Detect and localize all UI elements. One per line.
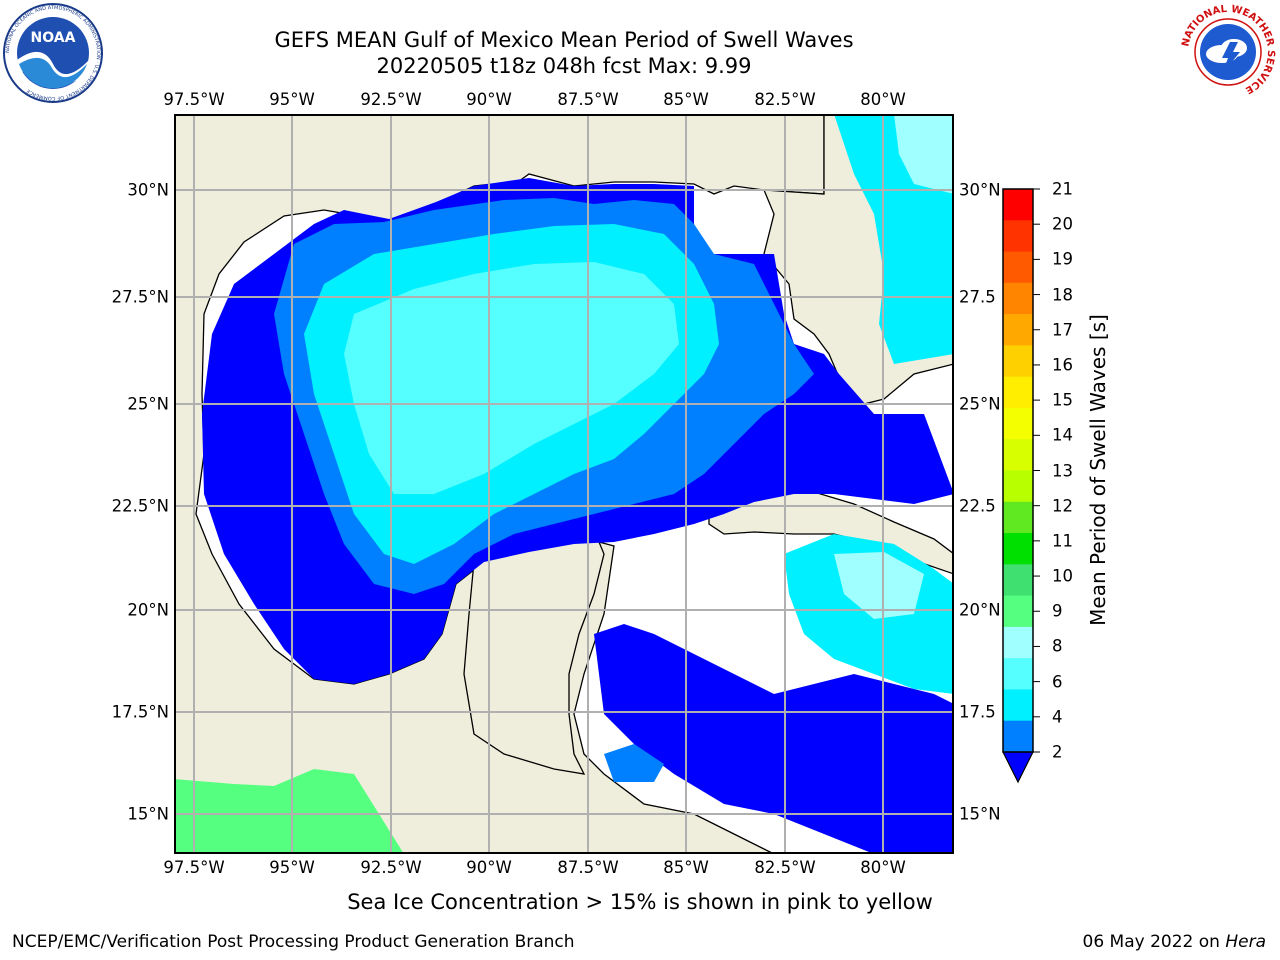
colorbar-band: [1003, 595, 1033, 628]
lat-label-right-6: 17.5: [959, 702, 996, 722]
footer-credit: NCEP/EMC/Verification Post Processing Pr…: [12, 932, 575, 952]
colorbar-band: [1003, 439, 1033, 471]
colorbar-tick-label: 16: [1052, 355, 1073, 375]
lon-label-bottom-1: 97.5°W: [163, 858, 225, 877]
colorbar-tick-label: 4: [1052, 707, 1063, 727]
colorbar-band: [1003, 658, 1033, 690]
footer-date-text: 06 May 2022 on: [1082, 932, 1226, 952]
chart-title: GEFS MEAN Gulf of Mexico Mean Period of …: [274, 28, 854, 52]
colorbar-tick-label: 10: [1052, 566, 1073, 586]
colorbar-band: [1003, 564, 1033, 597]
lat-label-left-7: 15°N: [127, 804, 169, 824]
colorbar-band: [1003, 720, 1033, 753]
lon-label-top-3: 92.5°W: [360, 90, 422, 109]
lon-label-top-7: 82.5°W: [754, 90, 816, 109]
colorbar-title: Mean Period of Swell Waves [s]: [1086, 314, 1110, 626]
lon-label-bottom-4: 90°W: [466, 858, 512, 877]
lon-label-top-5: 87.5°W: [557, 90, 619, 109]
colorbar-band: [1003, 501, 1033, 534]
colorbar-band: [1003, 470, 1033, 503]
map-border: [174, 114, 954, 854]
lat-label-left-4: 22.5°N: [111, 496, 169, 516]
lat-label-left-1: 30°N: [127, 180, 169, 200]
lon-label-bottom-8: 80°W: [860, 858, 906, 877]
colorbar-band: [1003, 376, 1033, 409]
colorbar-band: [1003, 689, 1033, 722]
lon-label-bottom-6: 85°W: [663, 858, 709, 877]
footer-host: Hera: [1225, 932, 1266, 952]
colorbar-tick-label: 17: [1052, 320, 1073, 340]
lat-label-right-4: 22.5: [959, 496, 996, 516]
colorbar-band: [1003, 251, 1033, 284]
colorbar-tick-label: 14: [1052, 425, 1073, 445]
lon-label-top-8: 80°W: [860, 90, 906, 109]
footer-date: 06 May 2022 on Hera: [1083, 932, 1267, 952]
colorbar-band: [1003, 533, 1033, 565]
chart-subtitle: 20220505 t18z 048h fcst Max: 9.99: [376, 54, 752, 78]
colorbar-band: [1003, 345, 1033, 378]
colorbar-tick-label: 15: [1052, 390, 1073, 410]
lon-label-bottom-2: 95°W: [269, 858, 315, 877]
colorbar-tick-label: 12: [1052, 496, 1073, 516]
colorbar-band: [1003, 220, 1033, 253]
noaa-logo-icon: NOAA NATIONAL OCEANIC AND ATMOSPHERIC AD…: [3, 3, 103, 103]
colorbar-band: [1003, 407, 1033, 440]
lat-label-left-5: 20°N: [127, 600, 169, 620]
central-america-land: [174, 769, 404, 854]
swell-field-8-9: [344, 262, 679, 494]
lon-label-bottom-3: 92.5°W: [360, 858, 422, 877]
colorbar-band: [1003, 189, 1033, 221]
lon-label-top-2: 95°W: [269, 90, 315, 109]
lat-label-right-1: 30°N: [959, 180, 1001, 200]
lon-label-top-1: 97.5°W: [163, 90, 225, 109]
nws-logo-icon: NATIONAL WEATHER SERVICE: [1180, 4, 1276, 99]
gridlines: [174, 114, 954, 854]
colorbar-tick-label: 18: [1052, 285, 1073, 305]
swell-field-atlantic-9: [894, 114, 954, 194]
colorbar: [1002, 188, 1040, 784]
noaa-logo-text: NOAA: [31, 30, 76, 46]
colorbar-tick-label: 8: [1052, 636, 1063, 656]
swell-field-2-4-south: [594, 624, 954, 854]
colorbar-tick-label: 21: [1052, 179, 1073, 199]
lat-label-left-3: 25°N: [127, 394, 169, 414]
lat-label-left-6: 17.5°N: [111, 702, 169, 722]
colorbar-band: [1003, 282, 1033, 315]
lon-label-bottom-7: 82.5°W: [754, 858, 816, 877]
colorbar-tick-label: 2: [1052, 742, 1063, 762]
lat-label-right-7: 15°N: [959, 804, 1001, 824]
lon-label-top-4: 90°W: [466, 90, 512, 109]
sea-ice-note: Sea Ice Concentration > 15% is shown in …: [347, 890, 933, 914]
swell-field-caribbean-9: [834, 552, 924, 619]
colorbar-tick-label: 20: [1052, 214, 1073, 234]
lon-label-bottom-5: 87.5°W: [557, 858, 619, 877]
colorbar-tick-label: 19: [1052, 249, 1073, 269]
colorbar-band: [1003, 314, 1033, 346]
colorbar-tick-label: 6: [1052, 672, 1063, 692]
lat-label-right-2: 27.5: [959, 287, 996, 307]
colorbar-tick-label: 13: [1052, 461, 1073, 480]
colorbar-tick-label: 9: [1052, 601, 1063, 621]
colorbar-band: [1003, 626, 1033, 659]
colorbar-tick-label: 11: [1052, 531, 1073, 551]
lon-label-top-6: 85°W: [663, 90, 709, 109]
lat-label-right-5: 20°N: [959, 600, 1001, 620]
lat-label-left-2: 27.5°N: [111, 287, 169, 307]
colorbar-extend-arrow: [1002, 751, 1034, 784]
swell-field-honduras: [604, 744, 664, 782]
gulf-map: [174, 114, 954, 854]
lat-label-right-3: 25°N: [959, 394, 1001, 414]
